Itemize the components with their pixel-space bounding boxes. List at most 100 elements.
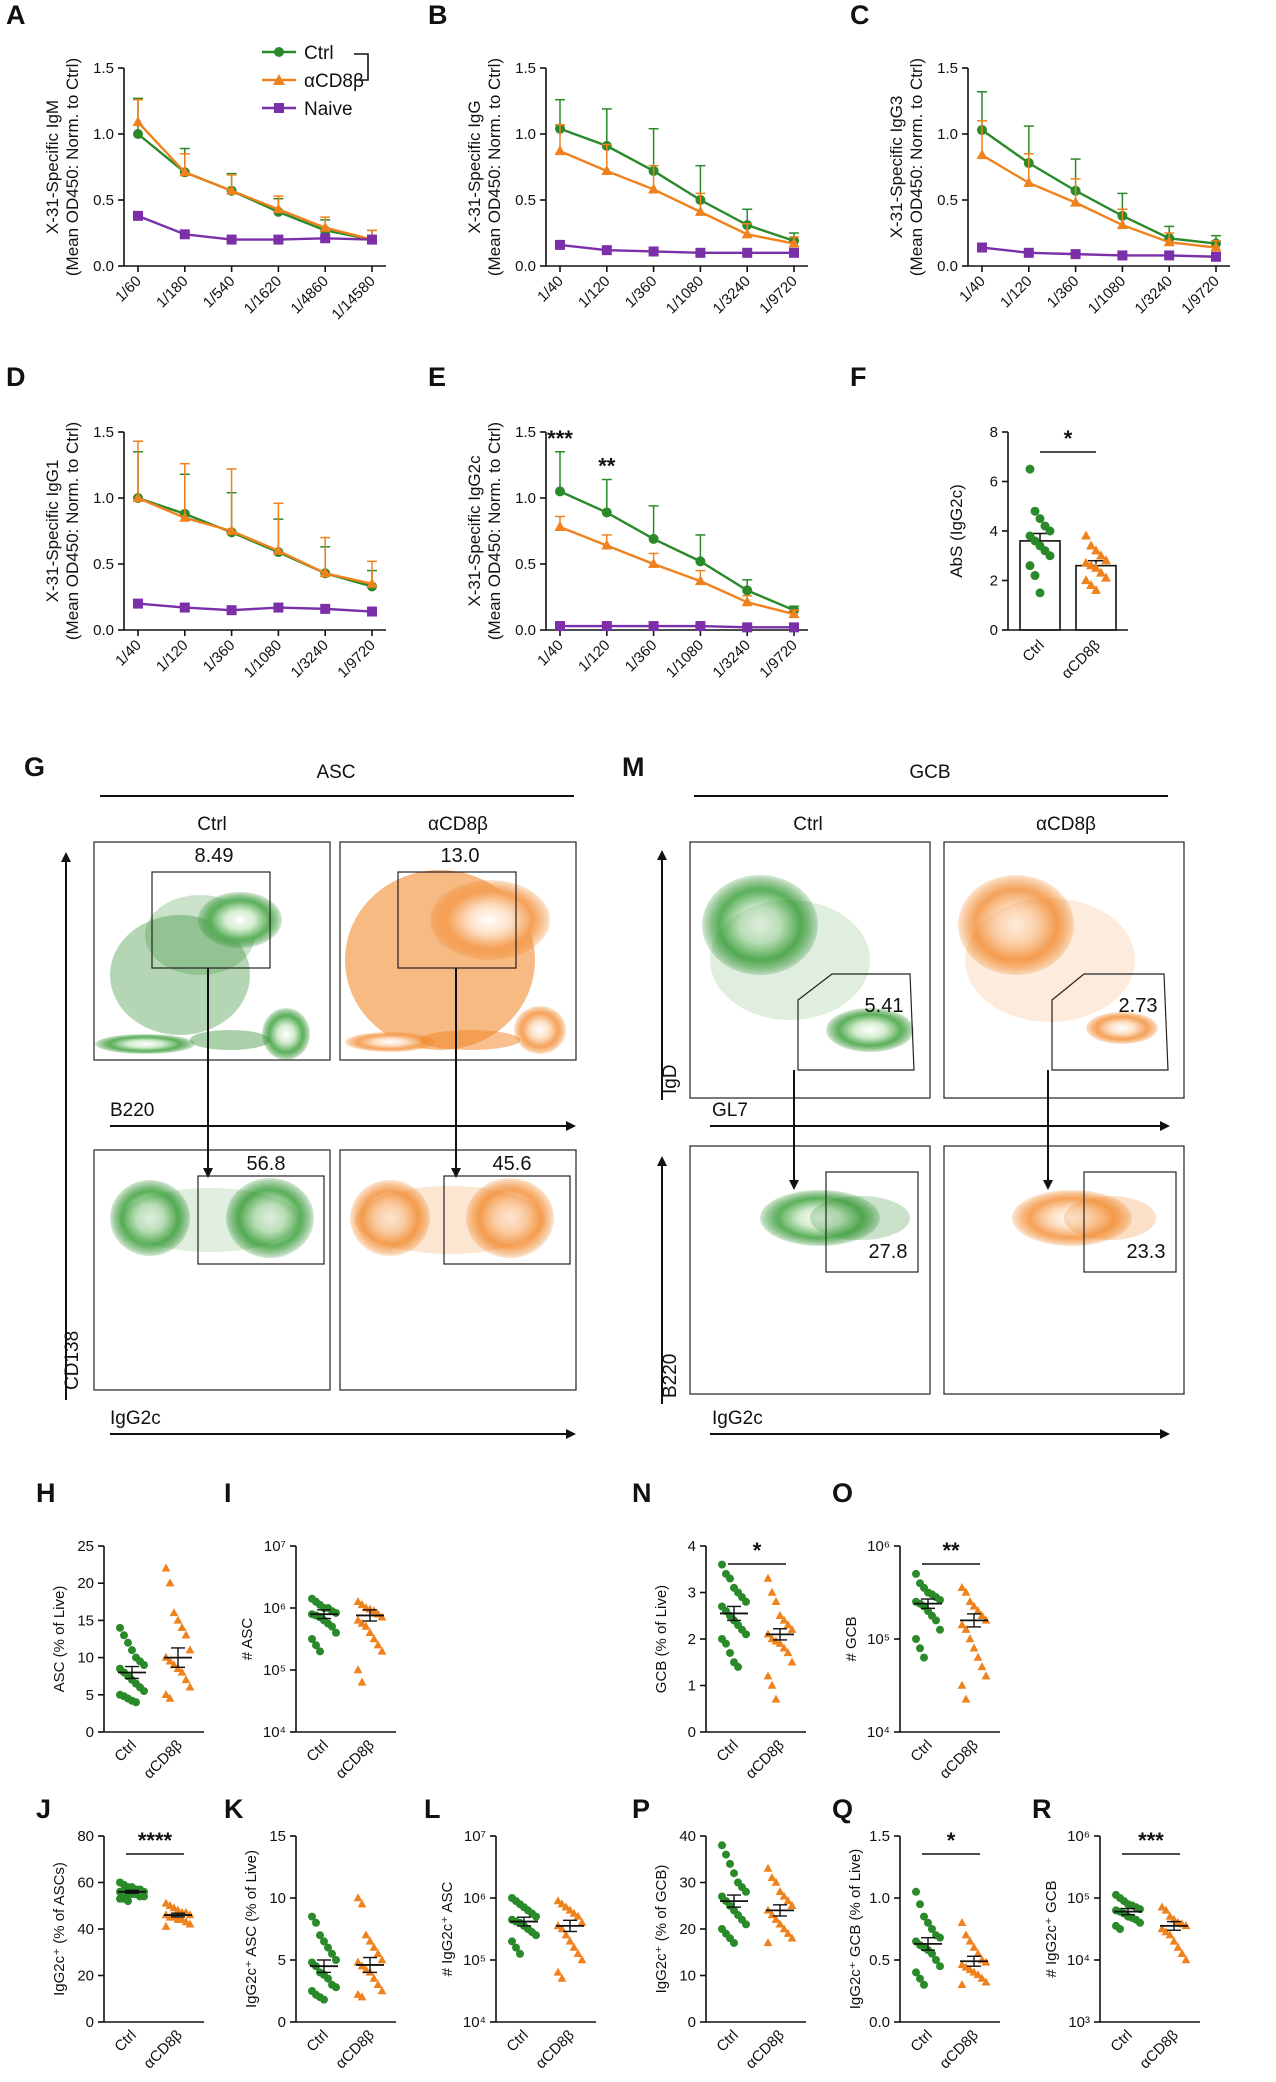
- chart-I-x-tick-label-1: αCD8β: [332, 1737, 378, 1783]
- chart-D-y-tick-label: 1.5: [93, 424, 114, 441]
- chart-E-point-naive: [789, 622, 799, 633]
- chart-C-line-ctrl: [981, 129, 1217, 245]
- chart-B-point-cd8: [601, 164, 613, 175]
- chart-F-point-0: [1045, 551, 1055, 561]
- chart-B-point-naive: [601, 245, 612, 256]
- chart-D-point-naive: [133, 598, 143, 609]
- chart-J-x-tick-label-1: αCD8β: [140, 2027, 186, 2073]
- chart-E-point-ctrl: [601, 507, 612, 518]
- chart-I-point-1: [353, 1615, 363, 1624]
- panel-label-Q: Q: [832, 1794, 853, 1824]
- chart-P-point-0: [742, 1887, 750, 1896]
- chart-F-point-0: [1035, 588, 1045, 598]
- flow-G-cd8-bottom-density: [350, 1178, 554, 1258]
- chart-O-point-0: [936, 1595, 944, 1604]
- chart-N-point-0: [742, 1630, 750, 1639]
- chart-H-y-label: ASC (% of Live): [51, 1586, 68, 1693]
- chart-C-y-tick-label: 0.0: [937, 258, 958, 275]
- chart-F-x-tick-label-0: Ctrl: [1019, 637, 1048, 666]
- chart-L-point-1: [557, 1924, 567, 1933]
- chart-A-point-naive: [179, 229, 190, 240]
- chart-K-point-0: [320, 1937, 328, 1946]
- chart-D-point-naive: [367, 606, 377, 617]
- chart-K-point-0: [332, 1956, 340, 1964]
- chart-A-line-ctrl: [137, 133, 373, 241]
- chart-P-point-1: [779, 1891, 789, 1900]
- chart-F-point-0: [1030, 571, 1040, 581]
- chart-I-point-0: [316, 1647, 324, 1656]
- flow-G-cd8-bottom-gate-value: 45.6: [493, 1153, 532, 1175]
- chart-H-point-0: [140, 1687, 148, 1696]
- flow-M-ctrl-label: Ctrl: [793, 814, 823, 835]
- chart-L-y-tick-label: 10⁶: [463, 1890, 486, 1907]
- chart-I-point-1: [353, 1597, 363, 1605]
- flow-G-cd8-top-frame: [339, 841, 577, 1061]
- panel-label-D: D: [6, 362, 26, 392]
- chart-B-line-naive: [559, 243, 794, 255]
- chart-Q-point-0: [928, 1949, 936, 1958]
- chart-E-point-naive: [695, 621, 706, 632]
- chart-L-point-1: [577, 1955, 587, 1964]
- chart-D-point-cd8: [319, 567, 331, 578]
- chart-H-y-tick-label: 15: [77, 1612, 94, 1629]
- chart-I-point-1: [377, 1612, 387, 1621]
- chart-Q-y-tick-label: 1.0: [869, 1890, 890, 1907]
- flow-G-ctrl-top-gate: [151, 871, 271, 969]
- chart-N-point-1: [767, 1587, 777, 1596]
- flow-M-x-axis-top-label: GL7: [712, 1100, 748, 1121]
- chart-N-point-1: [763, 1573, 773, 1582]
- chart-A-x-tick-label: 1/4860: [288, 273, 332, 317]
- panel-label-C: C: [850, 0, 870, 30]
- flow-M-y-axis-top-label: IgD: [660, 1064, 681, 1094]
- chart-O-significance: **: [942, 1538, 960, 1563]
- chart-P-point-1: [767, 1873, 777, 1882]
- chart-D-y-tick-label: 0.0: [93, 622, 114, 639]
- chart-Q-point-1: [965, 1936, 975, 1945]
- chart-P-point-1: [779, 1924, 789, 1933]
- chart-Q-y-tick-label: 0.5: [869, 1952, 890, 1969]
- chart-E-y-tick-label: 0.5: [515, 556, 536, 573]
- chart-L-x-tick-label-1: αCD8β: [532, 2027, 578, 2073]
- chart-C-igg3-line: 0.0 0.5 1.0 1.5 1/40 1/120 1/360 1/1080 1/3240 1/…: [887, 58, 1230, 317]
- chart-N-point-0: [726, 1574, 734, 1583]
- chart-C-point-cd8: [1116, 219, 1128, 230]
- chart-A-point-ctrl: [133, 129, 143, 139]
- chart-P-y-label: IgG2c⁺ (% of GCB): [653, 1865, 670, 1994]
- chart-C-line-naive: [981, 246, 1217, 258]
- chart-R-point-1: [1177, 1949, 1187, 1957]
- chart-B-line-ctrl: [559, 127, 795, 243]
- chart-I-point-1: [373, 1640, 383, 1649]
- flow-G-cd8-bottom-gate: [443, 1175, 571, 1265]
- flow-G-ctrl-bottom-gate: [197, 1175, 325, 1265]
- chart-H-point-1: [185, 1682, 195, 1691]
- flow-M-cd8-bottom-density: [1012, 1190, 1156, 1246]
- chart-I-point-0: [308, 1635, 316, 1643]
- chart-O-point-0: [912, 1569, 920, 1578]
- chart-A-y-label: X-31-Specific IgM: [43, 100, 62, 234]
- flow-G-x-axis-top-label: B220: [110, 1100, 154, 1121]
- chart-O-point-1: [961, 1587, 971, 1596]
- flow-M-ctrl-top-density: [702, 875, 914, 1052]
- panel-label-R: R: [1032, 1794, 1052, 1824]
- chart-P-y-tick-label: 10: [679, 1968, 696, 1985]
- chart-K-igg2c-asc-live-scatter: 0 5 10 15 IgG2c⁺ ASC (% of Live) Ctrl αCD8β: [243, 1828, 396, 2072]
- chart-E-x-tick-label: 1/1080: [663, 637, 707, 681]
- chart-B-line-cd8: [559, 150, 795, 245]
- chart-A-point-naive: [133, 210, 143, 221]
- chart-K-y-tick-label: 5: [278, 1952, 286, 1969]
- chart-O-point-1: [969, 1643, 979, 1652]
- chart-O-point-1: [981, 1671, 991, 1680]
- chart-H-y-tick-label: 20: [77, 1575, 94, 1592]
- chart-Q-point-1: [981, 1977, 991, 1986]
- legend-marker-ctrl: [274, 47, 284, 57]
- chart-I-point-0: [332, 1628, 340, 1637]
- chart-E-point-cd8: [788, 608, 800, 619]
- chart-Q-point-1: [957, 1980, 967, 1988]
- chart-A-point-naive: [320, 233, 331, 244]
- chart-I-x-tick-label-0: Ctrl: [303, 1737, 332, 1766]
- chart-F-point-0: [1025, 464, 1035, 474]
- chart-P-point-1: [771, 1914, 781, 1923]
- chart-P-y-tick-label: 30: [679, 1875, 696, 1892]
- chart-O-point-1: [973, 1652, 983, 1661]
- chart-E-igg2c-line: 0.0 0.5 1.0 1.5 1/40 1/120 1/360 1/1080 1/3240 1/…: [465, 422, 808, 681]
